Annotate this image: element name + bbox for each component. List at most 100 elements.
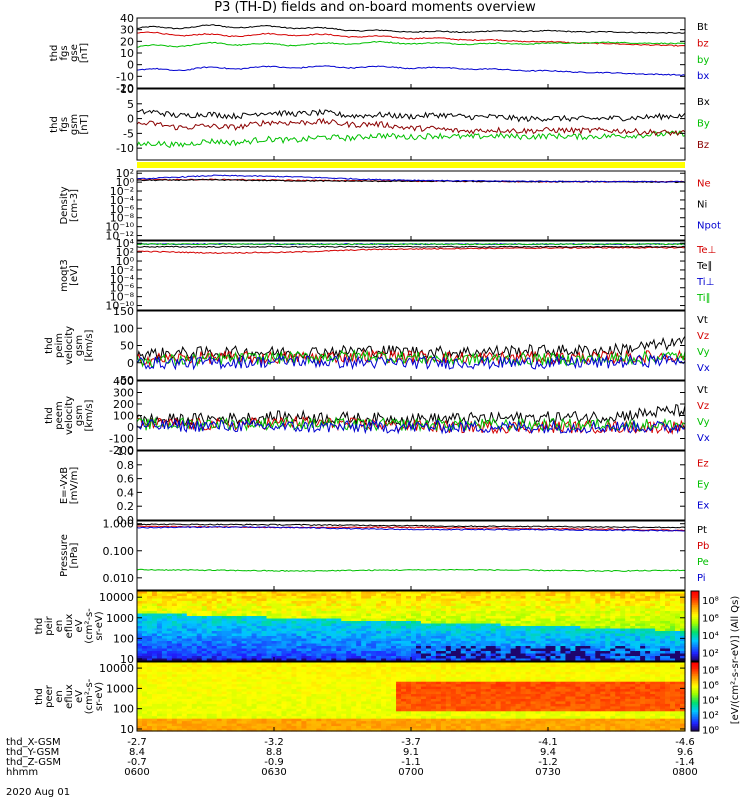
quality-flag-bar — [137, 162, 685, 168]
series-temperature-0 — [136, 246, 686, 255]
time-axis-value: 0630 — [261, 767, 286, 778]
colorbar-tick-label: 10⁴ — [702, 696, 719, 707]
y-axis-label: [cm-3] — [69, 189, 80, 222]
y-axis-label: peem — [54, 401, 65, 429]
y-tick-label: 0.6 — [117, 473, 135, 486]
legend-entry: Vx — [697, 363, 710, 374]
y-tick-label: 10⁻⁶ — [110, 203, 135, 216]
legend-entry: by — [697, 55, 709, 66]
time-axis-value: -0.7 — [127, 757, 147, 768]
panel-temperature — [136, 240, 686, 311]
y-tick-label: 1.000 — [103, 518, 135, 531]
y-axis-label: velocity — [64, 396, 75, 435]
date-label: 2020 Aug 01 — [6, 787, 70, 798]
legend-entry: Vy — [697, 347, 710, 358]
legend-entry: By — [697, 119, 710, 130]
y-tick-label: 40 — [120, 12, 134, 25]
y-tick-label: -50 — [116, 374, 134, 387]
y-tick-label: 1.0 — [117, 445, 135, 458]
legend-entry: Vz — [697, 331, 709, 342]
y-tick-label: 0.100 — [103, 545, 135, 558]
time-axis-row-label: thd_Y-GSM — [6, 747, 59, 758]
time-axis-value: -0.9 — [264, 757, 284, 768]
time-axis-value: 8.8 — [266, 747, 282, 758]
y-tick-label: 10⁰ — [116, 255, 135, 268]
y-tick-label: 0 — [127, 113, 134, 126]
time-axis-row-label: thd_Z-GSM — [6, 757, 61, 768]
y-tick-label: 10 — [120, 83, 134, 96]
panel-frame — [136, 17, 686, 89]
time-axis-value: -1.1 — [401, 757, 421, 768]
y-tick-label: 150 — [113, 305, 134, 318]
y-axis-label: peir — [44, 615, 55, 635]
y-axis-label: (cm²-s- — [84, 608, 95, 644]
y-tick-label: 10⁻⁸ — [110, 212, 135, 225]
series-peim_velocity-2 — [136, 349, 686, 368]
y-tick-label: 10⁻² — [110, 185, 134, 198]
time-axis-row-label: thd_X-GSM — [6, 737, 61, 748]
time-axis-value: 0730 — [535, 767, 560, 778]
colorbar-label: [eV/(cm²-s-sr-eV)] (All Qs) — [730, 596, 741, 725]
legend-entry: Ne — [697, 179, 711, 190]
panel-efield — [136, 450, 686, 521]
legend-entry: Pe — [697, 557, 709, 568]
y-axis-label: E=-VxB — [59, 467, 70, 504]
series-fgs_gsm-2 — [136, 117, 686, 137]
time-axis-value: -4.1 — [538, 737, 558, 748]
panel-pressure — [136, 520, 686, 591]
legend-entry: Ni — [697, 200, 707, 211]
y-axis-label: fgs — [59, 117, 70, 132]
y-tick-label: 30 — [120, 24, 134, 37]
panel-frame — [136, 520, 686, 591]
y-tick-label: 1000 — [106, 612, 134, 625]
colorbar-tick-label: 10⁸ — [702, 596, 719, 607]
legend-entry: Te⊥ — [696, 245, 716, 256]
panel-frame — [136, 240, 686, 311]
series-density-2 — [136, 174, 686, 183]
time-axis-value: -3.2 — [264, 737, 284, 748]
series-fgs_gse-0 — [136, 24, 686, 34]
y-axis-label: Pressure — [59, 534, 70, 577]
y-axis-label: gsm — [69, 114, 80, 135]
y-axis-label: fgs — [59, 45, 70, 60]
y-tick-label: 10 — [120, 723, 134, 736]
y-tick-label: -10 — [116, 70, 134, 83]
y-axis-label: thd — [44, 407, 55, 424]
legend-entry: Pt — [697, 525, 707, 536]
y-axis-label: [km/s] — [84, 399, 95, 431]
time-axis-value: -1.2 — [538, 757, 558, 768]
y-tick-label: 10⁰ — [116, 176, 135, 189]
y-tick-label: -20 — [116, 82, 134, 95]
legend-entry: Ex — [697, 501, 709, 512]
y-axis-label: Density — [59, 186, 70, 224]
panel-peer_spectrogram — [136, 661, 686, 732]
y-tick-label: 10000 — [99, 591, 134, 604]
y-tick-label: -5 — [123, 127, 134, 140]
time-axis-value: 8.4 — [129, 747, 145, 758]
y-tick-label: 0.010 — [103, 572, 135, 585]
y-tick-label: 5 — [127, 98, 134, 111]
series-peim_velocity-3 — [136, 353, 686, 371]
y-axis-label: sr-eV) — [94, 682, 105, 711]
y-tick-label: 10⁻⁴ — [110, 194, 135, 207]
y-axis-label: eflux — [64, 614, 75, 639]
y-tick-label: 0.8 — [117, 459, 135, 472]
y-tick-label: 10 — [120, 47, 134, 60]
legend-entry: Vt — [697, 385, 708, 396]
time-axis-value: -2.7 — [127, 737, 147, 748]
y-axis-label: (cm²-s- — [84, 678, 95, 714]
panel-peir_spectrogram — [136, 590, 686, 662]
y-tick-label: 10⁴ — [116, 237, 135, 250]
y-axis-label: moqt3 — [59, 259, 70, 292]
y-axis-label: sr-eV) — [94, 611, 105, 640]
panel-frame — [136, 450, 686, 521]
legend-entry: bz — [697, 38, 709, 49]
y-axis-label: [nPa] — [69, 542, 80, 568]
time-axis-value: -4.6 — [675, 737, 695, 748]
colorbar-tick-label: 10⁴ — [702, 631, 719, 642]
y-axis-label: thd — [49, 116, 60, 133]
colorbar-tick-label: 10⁶ — [702, 613, 719, 624]
y-tick-label: 200 — [113, 398, 134, 411]
series-fgs_gse-3 — [136, 65, 686, 77]
y-tick-label: 0.4 — [117, 486, 135, 499]
